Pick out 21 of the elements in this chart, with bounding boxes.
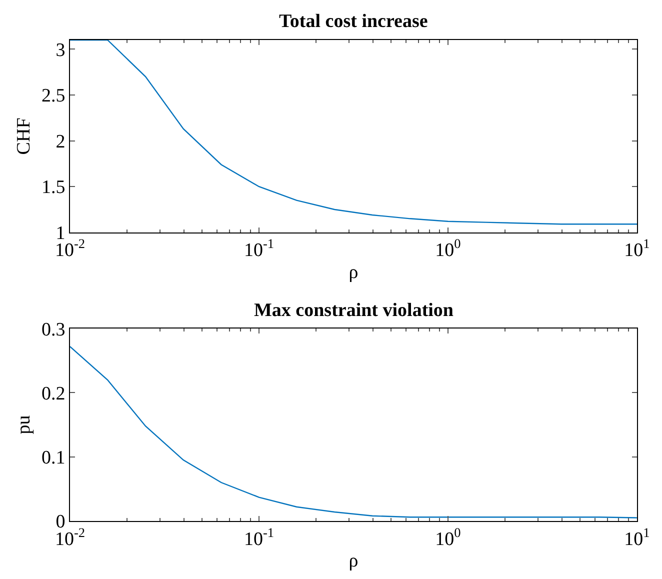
line-series <box>70 40 637 225</box>
chart-title: Total cost increase <box>279 11 428 32</box>
y-axis-title: CHF <box>13 118 34 155</box>
y-tick-label: 2.5 <box>41 86 66 107</box>
line-series <box>70 346 637 518</box>
x-tick-label: 10$^{0}$ <box>435 524 462 550</box>
y-tick-label: 3 <box>56 40 66 61</box>
chart-title: Max constraint violation <box>254 300 454 321</box>
x-tick-label: 10$^{1}$ <box>624 524 650 550</box>
x-tick-label: 10$^{0}$ <box>435 236 462 262</box>
x-tick-label: 10$^{-1}$ <box>244 524 274 550</box>
x-tick-label: 10$^{1}$ <box>624 236 650 262</box>
x-axis-title: ρ <box>348 550 358 572</box>
y-tick-label: 0.2 <box>41 383 66 404</box>
y-tick-label: 0.3 <box>41 319 66 340</box>
y-tick-label: 0.1 <box>41 448 66 469</box>
x-axis-title: ρ <box>348 262 358 283</box>
y-axis-title: pu <box>13 414 34 434</box>
y-tick-label: 2 <box>56 131 66 152</box>
x-tick-label: 10$^{-1}$ <box>244 236 274 262</box>
y-tick-label: 1.5 <box>41 177 66 198</box>
